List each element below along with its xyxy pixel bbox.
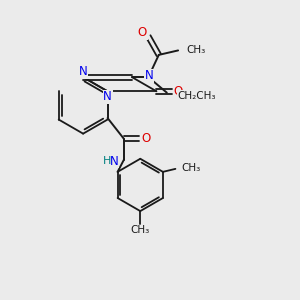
Text: CH₃: CH₃ [130, 225, 150, 236]
Text: N: N [103, 90, 112, 103]
Text: CH₃: CH₃ [182, 163, 201, 173]
Text: N: N [110, 154, 119, 168]
Text: O: O [174, 85, 183, 98]
Text: N: N [79, 65, 88, 78]
Text: H: H [103, 156, 111, 166]
Text: O: O [141, 132, 151, 146]
Text: N: N [145, 69, 154, 82]
Text: CH₃: CH₃ [186, 44, 206, 55]
Text: CH₂CH₃: CH₂CH₃ [177, 91, 216, 100]
Text: O: O [138, 26, 147, 39]
